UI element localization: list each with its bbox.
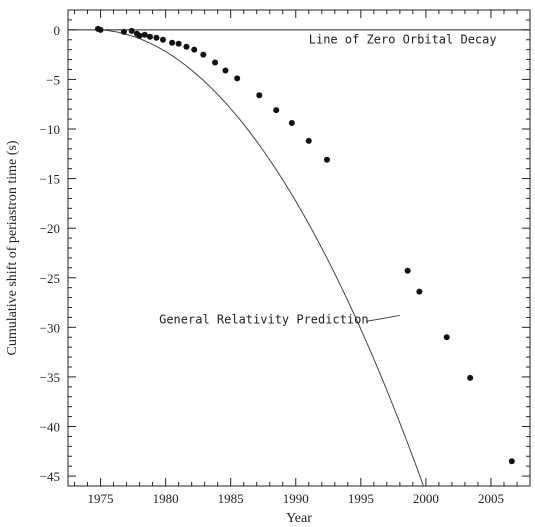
x-tick-label: 1980	[153, 491, 179, 506]
gr-prediction-label: General Relativity Prediction	[159, 312, 369, 326]
data-point	[120, 28, 127, 35]
data-point	[305, 137, 312, 144]
data-point	[136, 32, 143, 39]
data-point	[146, 33, 153, 40]
prediction-label-pointer	[365, 314, 400, 322]
x-tick-label: 1995	[348, 491, 374, 506]
y-tick-label: −40	[40, 420, 60, 435]
axis-ticks	[68, 10, 531, 487]
y-tick-label: −10	[40, 122, 60, 137]
y-tick-label: −25	[40, 271, 60, 286]
x-tick-label: 1975	[88, 491, 114, 506]
data-point	[467, 374, 474, 381]
data-point	[273, 107, 280, 114]
data-point	[191, 46, 198, 53]
data-point	[288, 120, 295, 127]
x-tick-label: 1985	[218, 491, 244, 506]
data-point	[153, 34, 160, 41]
x-tick-labels: 1975 1980 1985 1990 1995 2000 2005	[88, 491, 504, 506]
data-point	[97, 26, 104, 33]
data-point	[128, 27, 135, 34]
y-tick-label: −45	[40, 469, 60, 484]
x-tick-label: 1990	[283, 491, 309, 506]
data-point	[508, 458, 515, 465]
data-point	[141, 31, 148, 38]
y-tick-labels: 0 −5 −10 −15 −20 −25 −30 −35 −40 −45	[40, 23, 60, 484]
data-point	[169, 39, 176, 46]
data-point	[200, 51, 207, 58]
data-point	[404, 267, 411, 274]
data-point	[256, 92, 263, 99]
data-point	[443, 334, 450, 341]
y-tick-label: −5	[46, 72, 60, 87]
data-point	[222, 67, 229, 74]
data-point	[160, 36, 167, 43]
y-tick-label: −15	[40, 172, 60, 187]
y-axis-title: Cumulative shift of periastron time (s)	[5, 140, 20, 355]
data-point	[183, 43, 190, 50]
observation-points	[94, 25, 515, 465]
data-point	[175, 40, 182, 47]
general-relativity-curve	[97, 29, 424, 486]
zero-decay-label: Line of Zero Orbital Decay	[309, 33, 497, 47]
data-point	[234, 75, 241, 82]
data-point	[323, 156, 330, 163]
data-point	[416, 288, 423, 295]
y-tick-label: 0	[54, 23, 61, 38]
y-tick-label: −35	[40, 370, 60, 385]
x-tick-label: 2005	[478, 491, 504, 506]
y-tick-label: −20	[40, 221, 60, 236]
y-tick-label: −30	[40, 320, 60, 335]
plot-frame	[67, 9, 531, 487]
x-axis-title: Year	[286, 511, 312, 526]
x-tick-label: 2000	[413, 491, 439, 506]
data-point	[212, 59, 219, 66]
